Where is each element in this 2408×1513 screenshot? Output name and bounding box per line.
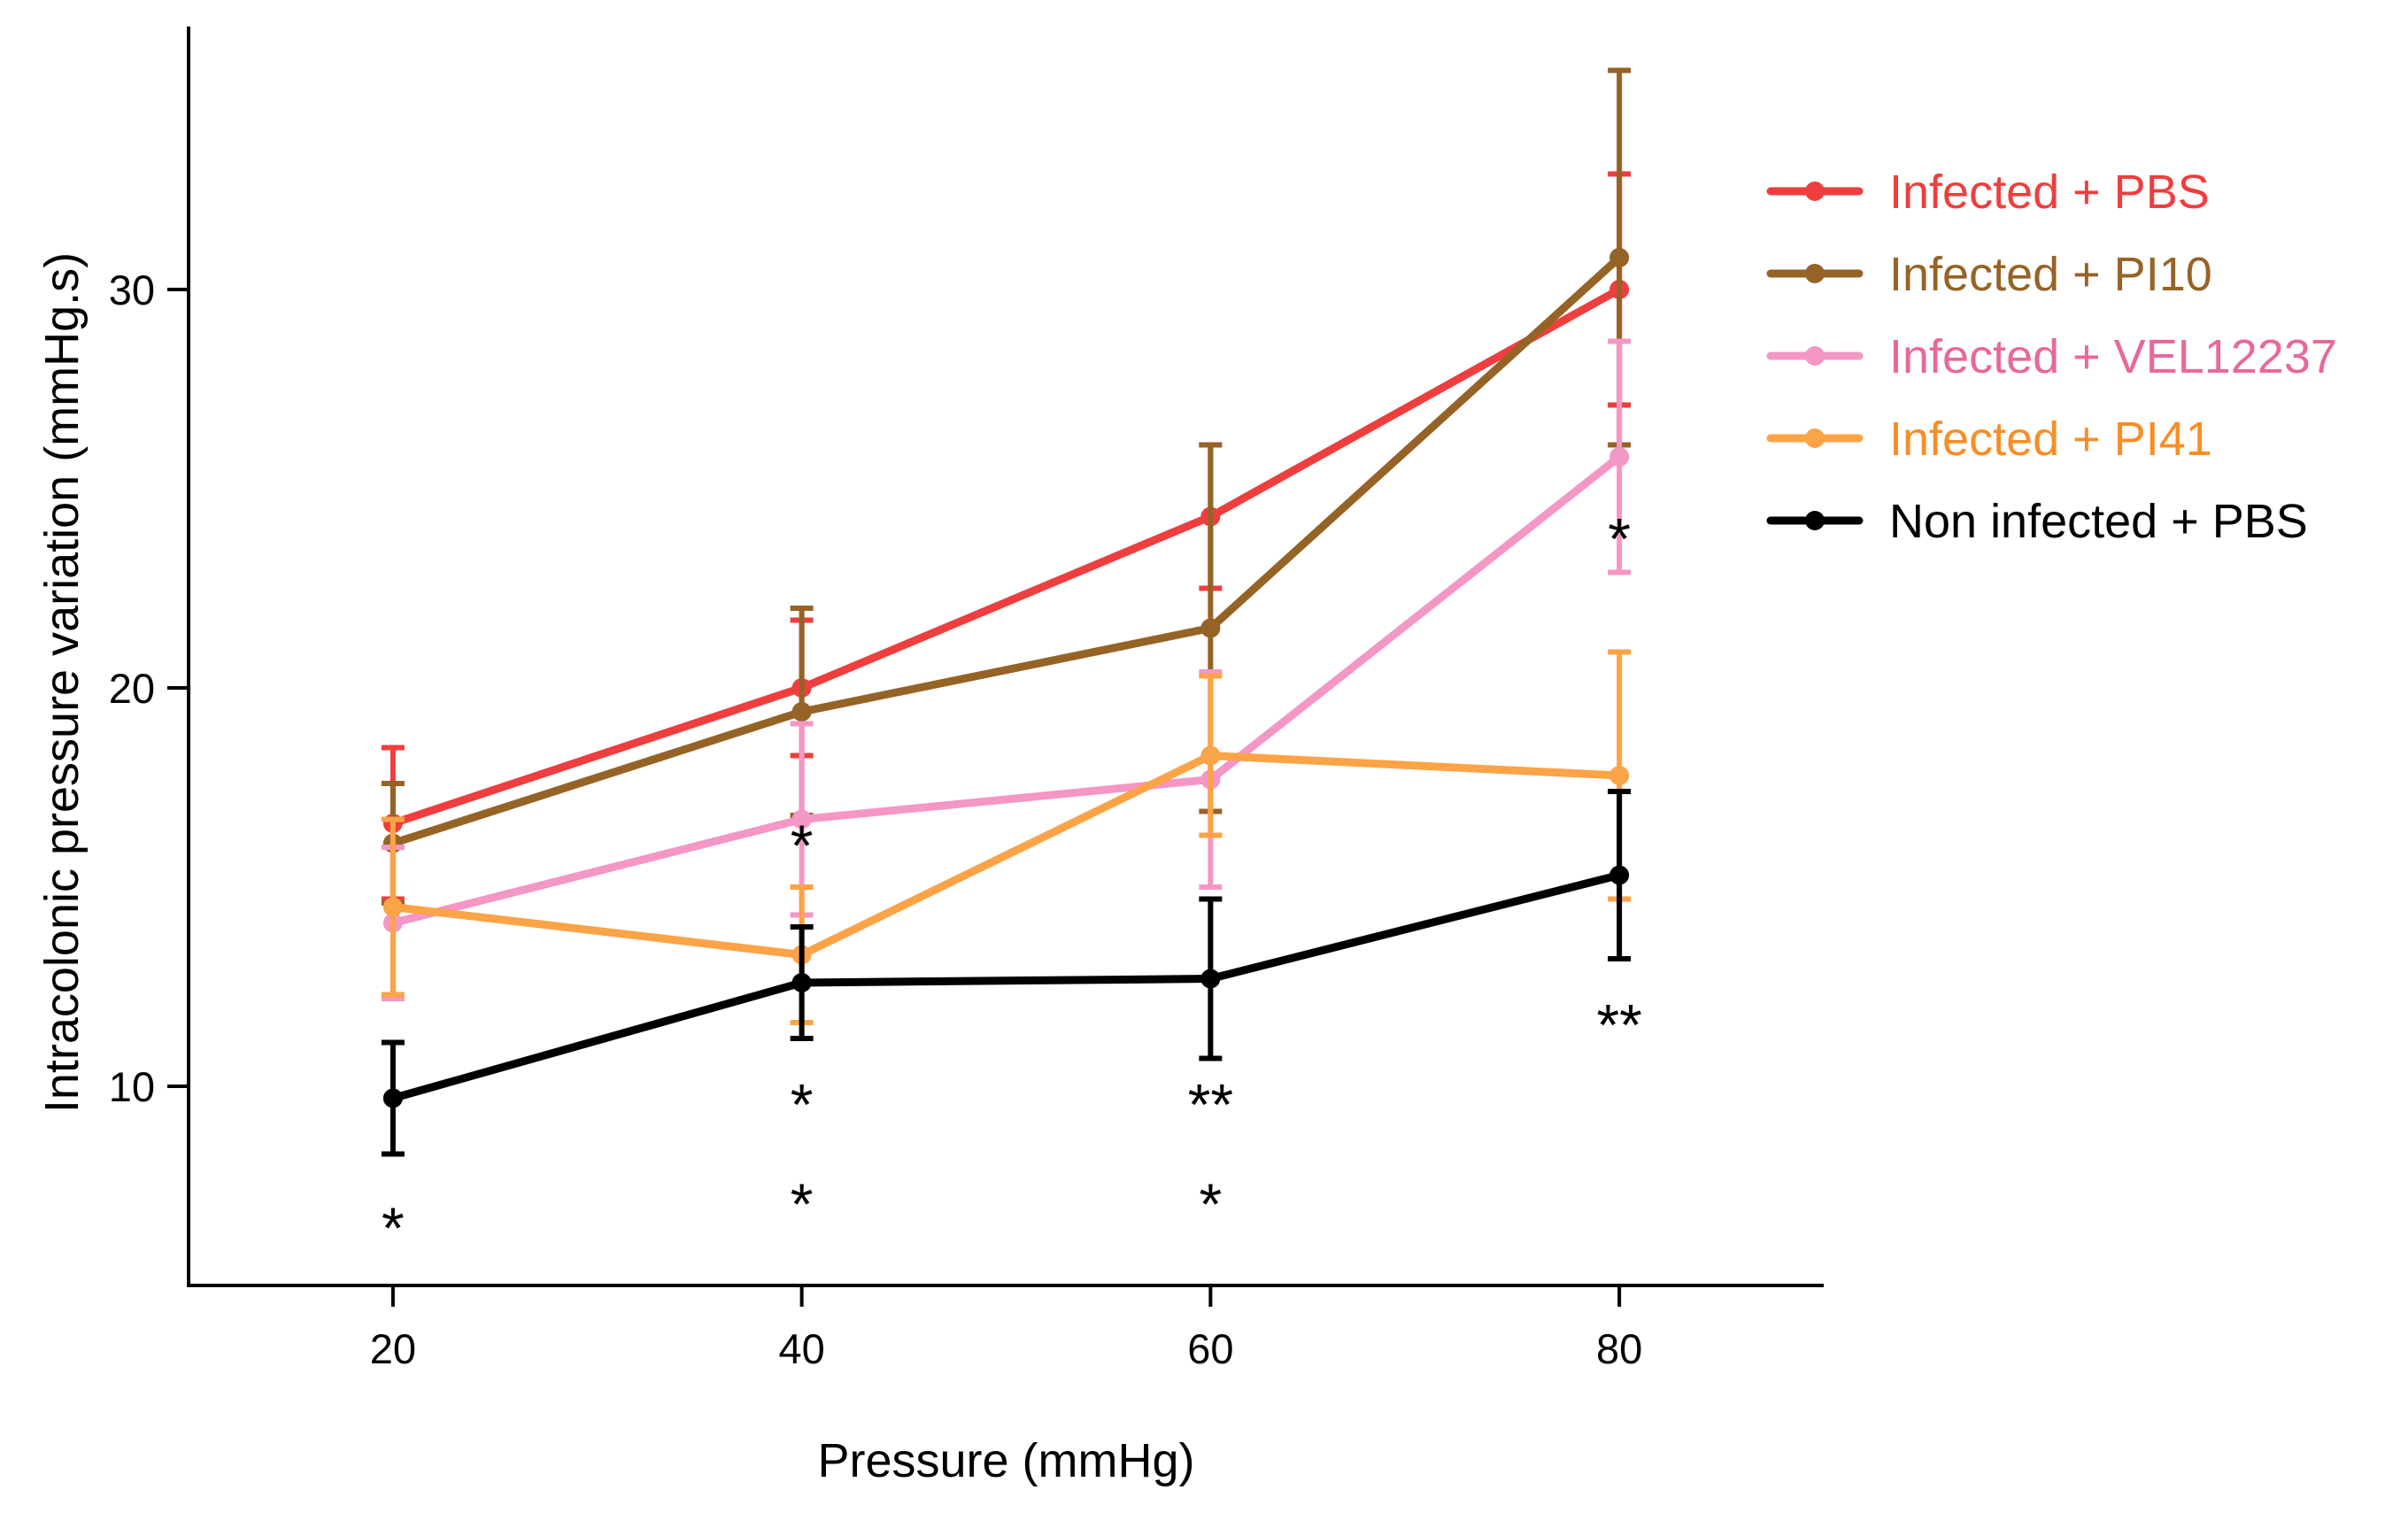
legend-entry: Infected + VEL12237 (1766, 330, 2337, 383)
legend-entry: Infected + PBS (1766, 166, 2210, 219)
significance-marker: ** (1188, 1072, 1233, 1138)
significance-marker: * (791, 813, 814, 878)
legend-label: Infected + PBS (1889, 166, 2210, 219)
significance-marker: * (1608, 506, 1631, 572)
axes: 20 40 60 80 10 20 30 Pressure (mmHg) Intracoloni… (35, 27, 1824, 1487)
legend-swatch-marker (1805, 428, 1825, 448)
series-line (389, 285, 1624, 828)
legend: Infected + PBS Infected + PI10 Infected + … (1766, 166, 2337, 548)
series-line (389, 452, 1624, 927)
series-line (389, 752, 1624, 959)
x-tick-label: 40 (778, 1325, 824, 1372)
legend-entry: Non infected + PBS (1766, 495, 2308, 548)
legend-entry: Infected + PI41 (1766, 413, 2212, 466)
significance-marker: * (1200, 1171, 1223, 1237)
y-tick-label: 10 (109, 1063, 155, 1110)
significance-marker: * (791, 1072, 814, 1138)
legend-label: Infected + VEL12237 (1889, 330, 2337, 383)
x-tick-label: 80 (1596, 1325, 1642, 1372)
x-tick-label: 60 (1187, 1325, 1233, 1372)
series-non-infected-pbs (381, 789, 1632, 1157)
data-point (1609, 248, 1630, 267)
data-point (382, 897, 403, 917)
y-axis-title: Intracolonic pressure variation (mmHg.s) (35, 252, 89, 1113)
legend-swatch-marker (1805, 346, 1825, 366)
data-point (1609, 865, 1630, 885)
data-point (382, 1088, 403, 1108)
y-tick-label: 20 (109, 665, 155, 712)
legend-entry: Infected + PI10 (1766, 248, 2212, 301)
significance-marker: * (382, 1195, 405, 1261)
significance-marker: * (791, 1171, 814, 1237)
series-infected-pi10 (381, 67, 1632, 906)
series-infected-pi41 (381, 649, 1632, 1025)
x-axis-title: Pressure (mmHg) (817, 1434, 1194, 1487)
data-point (791, 702, 812, 722)
y-tick-label: 30 (109, 266, 155, 313)
significance-marker: ** (1596, 992, 1641, 1058)
plot-area: ********** (381, 67, 1642, 1261)
data-point (1200, 745, 1221, 766)
legend-swatch-marker (1805, 264, 1825, 283)
legend-label: Infected + PI41 (1889, 413, 2212, 466)
series-line (389, 253, 1624, 847)
x-tick-label: 20 (370, 1325, 416, 1372)
data-point (791, 809, 812, 830)
legend-label: Infected + PI10 (1889, 248, 2212, 301)
data-point (1609, 766, 1630, 785)
legend-label: Non infected + PBS (1889, 495, 2308, 548)
legend-swatch-marker (1805, 181, 1825, 201)
series-line (389, 871, 1624, 1102)
data-point (1609, 447, 1630, 467)
data-point (791, 973, 812, 992)
legend-swatch-marker (1805, 511, 1825, 530)
data-point (1200, 618, 1221, 638)
data-point (1200, 969, 1221, 989)
